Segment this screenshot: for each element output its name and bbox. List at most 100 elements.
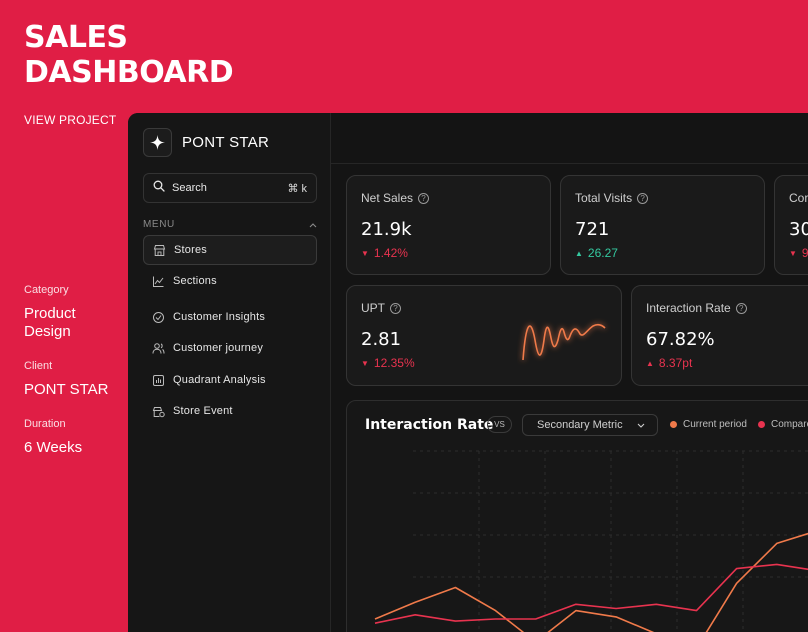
- info-icon[interactable]: ?: [735, 302, 747, 314]
- triangle-up-icon: ▲: [575, 248, 583, 258]
- dashboard-window: PONT STAR Search ⌘ k MENU Stores Se: [128, 113, 808, 632]
- card-delta-value: 1.42%: [373, 246, 408, 260]
- duration-section: Duration 6 Weeks: [24, 418, 82, 457]
- sidebar-item-quadrant-analysis[interactable]: Quadrant Analysis: [143, 365, 317, 395]
- card-delta: ▼ 9: [789, 246, 808, 260]
- card-value: 721: [575, 219, 610, 240]
- sidebar: PONT STAR Search ⌘ k MENU Stores Se: [128, 113, 331, 632]
- upt-card[interactable]: UPT ? 2.81 ▼ 12.35%: [346, 285, 622, 386]
- category-value-line1: Product: [24, 305, 76, 322]
- card-delta: ▼ 1.42%: [361, 246, 408, 260]
- secondary-metric-select[interactable]: Secondary Metric: [522, 414, 658, 436]
- info-icon[interactable]: ?: [390, 302, 401, 314]
- title-line-dashboard: DASHBOARD: [24, 55, 234, 90]
- brand[interactable]: PONT STAR: [143, 128, 269, 157]
- search-shortcut: ⌘ k: [287, 182, 307, 195]
- sidebar-item-label: Customer journey: [173, 342, 264, 354]
- card-value: 30: [789, 219, 808, 240]
- sidebar-item-sections[interactable]: Sections: [143, 266, 317, 296]
- series-line-compare: [374, 563, 808, 624]
- card-value: 2.81: [361, 329, 402, 350]
- interaction-rate-chart-card: Interaction Rate VS Secondary Metric Cur…: [346, 400, 808, 632]
- chevron-down-icon: [637, 419, 645, 431]
- card-title-text: Total Visits: [575, 191, 633, 205]
- triangle-down-icon: ▼: [789, 248, 797, 258]
- card-title-text: UPT: [361, 301, 385, 315]
- sparkle-logo-icon: [143, 128, 172, 157]
- store-icon: [153, 244, 166, 257]
- title-line-sales: SALES: [24, 20, 128, 55]
- card-title: Cor: [789, 191, 808, 205]
- sidebar-item-label: Sections: [173, 275, 217, 287]
- series-line-current-period: [374, 532, 808, 632]
- sidebar-item-label: Customer Insights: [173, 311, 266, 323]
- info-icon[interactable]: ?: [637, 192, 649, 204]
- card-delta-value: 8.37pt: [658, 356, 693, 370]
- select-value: Secondary Metric: [537, 419, 623, 431]
- info-icon[interactable]: ?: [418, 192, 430, 204]
- category-label: Category: [24, 284, 69, 296]
- topbar-divider: [331, 163, 808, 164]
- client-value: PONT STAR: [24, 381, 109, 398]
- card-value: 67.82%: [646, 329, 715, 350]
- insights-icon: [152, 311, 165, 324]
- card-value: 21.9k: [361, 219, 412, 240]
- card-title-text: Cor: [789, 191, 808, 205]
- upt-sparkline: [522, 323, 606, 361]
- sidebar-item-store-event[interactable]: Store Event: [143, 396, 317, 426]
- category-value: Product Design: [24, 305, 76, 341]
- menu-header[interactable]: MENU: [143, 219, 317, 230]
- sidebar-item-label: Store Event: [173, 405, 233, 417]
- legend-compare: Compare: [758, 419, 808, 430]
- total-visits-card[interactable]: Total Visits ? 721 ▲ 26.27: [560, 175, 765, 275]
- card-delta: ▼ 12.35%: [361, 356, 415, 370]
- search-icon: [153, 179, 165, 197]
- view-project-link[interactable]: VIEW PROJECT: [24, 113, 117, 127]
- page-title: SALES DASHBOARD: [24, 20, 234, 90]
- search-input[interactable]: Search ⌘ k: [143, 173, 317, 203]
- card-delta: ▲ 26.27: [575, 246, 618, 260]
- sidebar-item-customer-insights[interactable]: Customer Insights: [143, 302, 317, 332]
- sidebar-item-label: Quadrant Analysis: [173, 374, 266, 386]
- line-chart-icon: [152, 275, 165, 288]
- chart-title: Interaction Rate: [365, 417, 494, 433]
- search-placeholder: Search: [172, 182, 207, 194]
- category-value-line2: Design: [24, 323, 71, 340]
- users-icon: [152, 342, 165, 355]
- third-kpi-card[interactable]: Cor 30 ▼ 9: [774, 175, 808, 275]
- sidebar-item-customer-journey[interactable]: Customer journey: [143, 333, 317, 363]
- card-title-text: Net Sales: [361, 191, 414, 205]
- vs-badge: VS: [487, 416, 512, 433]
- sidebar-item-stores[interactable]: Stores: [143, 235, 317, 265]
- interaction-rate-card[interactable]: Interaction Rate ? 67.82% ▲ 8.37pt: [631, 285, 808, 386]
- category-section: Category Product Design: [24, 284, 76, 341]
- card-title: Interaction Rate ?: [646, 301, 747, 315]
- card-title: Net Sales ?: [361, 191, 430, 205]
- card-title: Total Visits ?: [575, 191, 649, 205]
- sidebar-item-label: Stores: [174, 244, 207, 256]
- card-delta-value: 12.35%: [373, 356, 415, 370]
- menu-label: MENU: [143, 219, 175, 230]
- triangle-up-icon: ▲: [646, 358, 654, 368]
- client-label: Client: [24, 360, 53, 372]
- brand-name: PONT STAR: [182, 134, 270, 151]
- legend-label: Current period: [683, 419, 747, 430]
- triangle-down-icon: ▼: [361, 358, 369, 368]
- card-delta: ▲ 8.37pt: [646, 356, 692, 370]
- card-delta-value: 26.27: [587, 246, 618, 260]
- client-section: Client PONT STAR: [24, 360, 108, 399]
- legend-swatch-compare: [758, 421, 765, 428]
- chevron-up-icon: [309, 220, 317, 230]
- store-event-icon: [152, 405, 165, 418]
- card-delta-value: 9: [801, 246, 808, 260]
- interaction-rate-plot: [374, 450, 808, 632]
- net-sales-card[interactable]: Net Sales ? 21.9k ▼ 1.42%: [346, 175, 551, 275]
- card-title: UPT ?: [361, 301, 401, 315]
- duration-value: 6 Weeks: [24, 439, 83, 456]
- legend-label: Compare: [771, 419, 808, 430]
- card-title-text: Interaction Rate: [646, 301, 731, 315]
- duration-label: Duration: [24, 418, 66, 430]
- legend-swatch-current: [670, 421, 677, 428]
- legend-current: Current period: [670, 419, 747, 430]
- quadrant-chart-icon: [152, 374, 165, 387]
